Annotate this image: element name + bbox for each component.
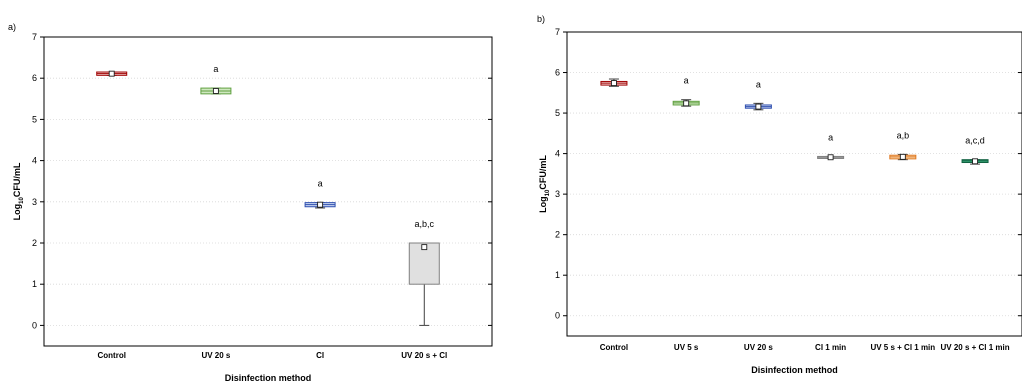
- mean-marker: [421, 244, 428, 251]
- y-tick-label: 4: [555, 149, 560, 159]
- plot-frame: [43, 36, 493, 347]
- y-axis-title: Log10CFU/mL: [12, 162, 25, 220]
- significance-label: a: [318, 179, 323, 189]
- mean-marker: [899, 153, 906, 160]
- y-tick-label: 2: [32, 238, 37, 248]
- box-cl: a: [304, 179, 336, 209]
- significance-label: a,b: [897, 130, 910, 140]
- panel-label: a): [8, 22, 16, 32]
- y-tick-label: 5: [555, 108, 560, 118]
- significance-label: a: [684, 76, 689, 86]
- mean-marker: [972, 158, 979, 165]
- chart-panel-b: 0 1 2 3 4 5 6 7 Control a UV 5 s a UV 20 s a Cl 1 min a…: [537, 14, 1022, 375]
- box-control: [96, 70, 128, 77]
- y-tick-label: 7: [555, 27, 560, 37]
- x-tick-label: UV 20 s: [744, 343, 773, 352]
- y-tick-label: 5: [32, 114, 37, 124]
- y-tick-label: 0: [32, 320, 37, 330]
- mean-marker: [683, 100, 690, 107]
- x-tick-label: UV 20 s: [201, 351, 230, 360]
- significance-label: a,b,c: [415, 219, 435, 229]
- x-tick-label: Control: [98, 351, 126, 360]
- y-axis-title: Log10CFU/mL: [538, 155, 551, 213]
- box-uv-20-s: a: [200, 64, 232, 95]
- y-tick-label: 6: [555, 68, 560, 78]
- y-tick-label: 4: [32, 156, 37, 166]
- x-tick-label: UV 20 s + Cl 1 min: [940, 343, 1009, 352]
- x-tick-label: Cl: [316, 351, 324, 360]
- significance-label: a: [756, 79, 761, 89]
- x-tick-label: Control: [600, 343, 628, 352]
- y-tick-label: 1: [555, 270, 560, 280]
- x-tick-label: UV 5 s + Cl 1 min: [870, 343, 935, 352]
- y-tick-label: 3: [555, 189, 560, 199]
- x-tick-label: Cl 1 min: [815, 343, 846, 352]
- mean-marker: [212, 88, 219, 94]
- box-uv-5-s-cl-1-min: a,b: [889, 130, 917, 161]
- mean-marker: [108, 70, 115, 77]
- mean-marker: [827, 154, 834, 161]
- significance-label: a: [828, 132, 833, 142]
- y-tick-label: 6: [32, 73, 37, 83]
- box-uv-20-s: a: [744, 79, 772, 111]
- x-axis-title: Disinfection method: [225, 373, 312, 383]
- mean-marker: [317, 201, 324, 208]
- y-tick-label: 1: [32, 279, 37, 289]
- x-tick-label: UV 5 s: [674, 343, 699, 352]
- chart-panel-a: 0 1 2 3 4 5 6 7 Control a UV 20 s a Cl a,b,c UV 20 s +…: [8, 22, 493, 383]
- mean-marker: [755, 103, 762, 110]
- box-cl-1-min: a: [817, 132, 845, 161]
- y-tick-label: 3: [32, 197, 37, 207]
- y-tick-label: 2: [555, 230, 560, 240]
- mean-marker: [610, 80, 617, 87]
- box-uv-5-s: a: [672, 76, 700, 107]
- x-axis-title: Disinfection method: [751, 365, 838, 375]
- panel-label: b): [537, 14, 545, 24]
- y-tick-label: 0: [555, 311, 560, 321]
- box-control: [600, 78, 628, 87]
- box-uv-20-s-cl-1-min: a,c,d: [961, 136, 989, 165]
- y-tick-label: 7: [32, 32, 37, 42]
- plot-frame: [566, 31, 1022, 337]
- box-uv-20-s-cl: a,b,c: [408, 219, 440, 326]
- significance-label: a,c,d: [965, 136, 985, 146]
- significance-label: a: [213, 64, 218, 74]
- x-tick-label: UV 20 s + Cl: [401, 351, 447, 360]
